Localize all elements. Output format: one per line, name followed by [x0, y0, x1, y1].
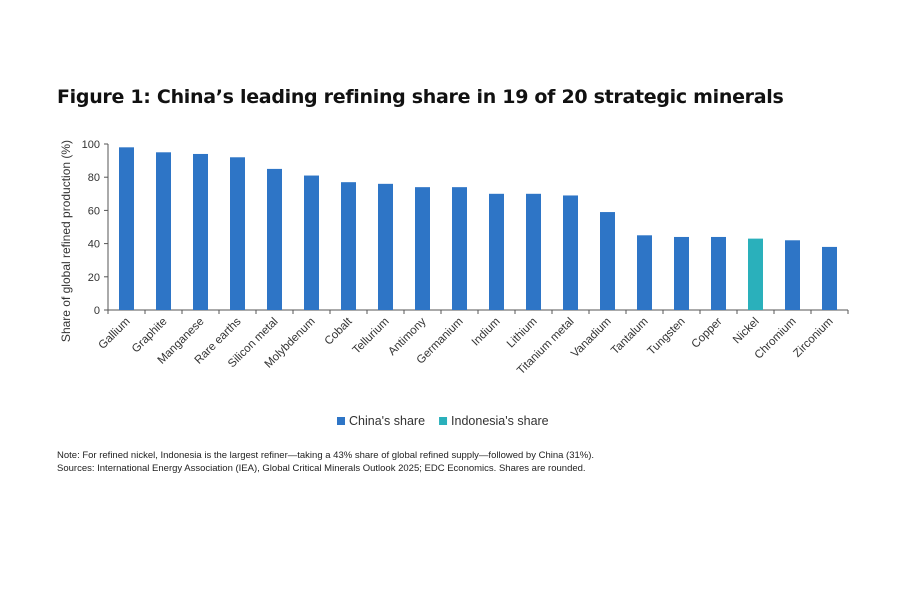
y-tick-label: 60 — [88, 205, 100, 217]
x-tick-label: Tungsten — [646, 316, 688, 358]
y-tick-label: 100 — [82, 139, 100, 151]
x-tick-label: Nickel — [731, 316, 762, 347]
legend-swatch — [439, 417, 448, 425]
x-tick-label: Gallium — [97, 316, 133, 352]
y-axis-label: Share of global refined production (%) — [59, 140, 73, 342]
bar-gallium — [119, 147, 134, 310]
x-tick-label: Copper — [689, 316, 724, 351]
x-tick-label: Tantalum — [609, 316, 650, 357]
x-tick-label: Cobalt — [323, 315, 356, 348]
y-tick-label: 80 — [88, 172, 100, 184]
bar-molybdenum — [304, 175, 319, 310]
bar-nickel — [748, 238, 763, 310]
bar-cobalt — [341, 182, 356, 310]
bar-copper — [711, 236, 726, 310]
bar-chromium — [785, 240, 800, 310]
y-tick-label: 40 — [88, 239, 100, 251]
bar-antimony — [415, 187, 430, 310]
bar-indium — [489, 193, 504, 310]
bar-graphite — [156, 152, 171, 310]
bar-manganese — [193, 153, 208, 310]
bar-lithium — [526, 193, 541, 310]
x-tick-label: Tellurium — [351, 316, 392, 357]
sources-text: Sources: International Energy Associatio… — [57, 463, 586, 474]
bar-titanium-metal — [563, 195, 578, 310]
x-tick-label: Lithium — [505, 316, 540, 351]
legend-label: China's share — [349, 414, 425, 428]
notes: Note: For refined nickel, Indonesia is t… — [57, 449, 594, 475]
legend-label: Indonesia's share — [451, 414, 549, 428]
y-tick-label: 20 — [88, 272, 100, 284]
x-tick-label: Vanadium — [569, 316, 614, 361]
bar-tungsten — [674, 236, 689, 310]
bar-zirconium — [822, 246, 837, 310]
bar-germanium — [452, 187, 467, 310]
x-tick-label: Indium — [470, 316, 503, 349]
bar-silicon-metal — [267, 168, 282, 310]
y-tick-label: 0 — [94, 305, 100, 317]
bar-tantalum — [637, 235, 652, 310]
chart-title: Figure 1: China’s leading refining share… — [57, 86, 784, 108]
bar-rare-earths — [230, 157, 245, 310]
bar-vanadium — [600, 212, 615, 310]
legend-swatch — [337, 417, 345, 425]
note-text: Note: For refined nickel, Indonesia is t… — [57, 450, 595, 461]
x-tick-label: Zirconium — [791, 316, 835, 360]
bar-tellurium — [378, 183, 393, 310]
